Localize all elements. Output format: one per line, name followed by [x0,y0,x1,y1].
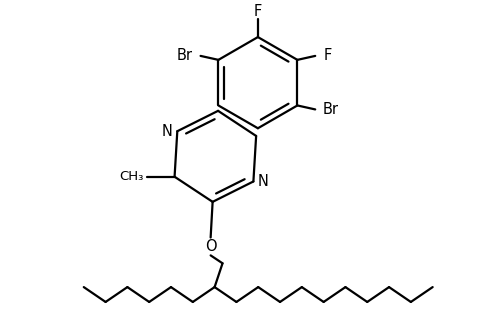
Text: F: F [254,4,262,19]
Text: Br: Br [177,48,193,63]
Text: O: O [205,239,216,254]
Text: F: F [324,48,332,63]
Text: Br: Br [323,102,339,117]
Text: N: N [162,124,173,139]
Text: N: N [258,174,269,189]
Text: CH₃: CH₃ [119,170,143,183]
